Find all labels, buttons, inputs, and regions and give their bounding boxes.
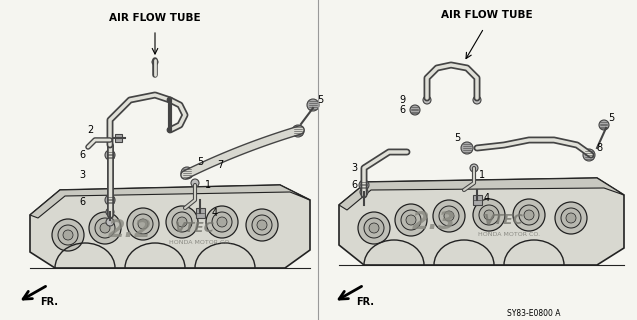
Circle shape [360, 188, 368, 196]
Text: 6: 6 [79, 150, 85, 160]
Circle shape [561, 208, 581, 228]
Text: 9: 9 [399, 95, 405, 105]
Circle shape [358, 212, 390, 244]
Circle shape [484, 210, 494, 220]
Text: 5: 5 [197, 157, 203, 167]
Circle shape [444, 211, 454, 221]
Text: FR.: FR. [356, 297, 374, 307]
Circle shape [423, 96, 431, 104]
Circle shape [519, 205, 539, 225]
Text: 6: 6 [79, 197, 85, 207]
Circle shape [106, 208, 114, 216]
Bar [473, 195, 482, 205]
Circle shape [166, 206, 198, 238]
Circle shape [307, 99, 319, 111]
Text: AIR FLOW TUBE: AIR FLOW TUBE [109, 13, 201, 23]
Circle shape [583, 149, 595, 161]
Text: 2.2: 2.2 [108, 218, 152, 242]
Circle shape [401, 210, 421, 230]
Polygon shape [339, 178, 624, 210]
Circle shape [513, 199, 545, 231]
Text: HONDA MOTOR CO.: HONDA MOTOR CO. [478, 231, 540, 236]
Circle shape [172, 212, 192, 232]
Circle shape [181, 167, 193, 179]
Circle shape [473, 199, 505, 231]
Text: SY83-E0800 A: SY83-E0800 A [507, 308, 561, 317]
Circle shape [133, 214, 153, 234]
Circle shape [369, 223, 379, 233]
Text: 4: 4 [484, 193, 490, 203]
Text: HONDA MOTOR CO.: HONDA MOTOR CO. [169, 239, 231, 244]
Circle shape [433, 200, 465, 232]
Circle shape [470, 164, 478, 172]
Circle shape [461, 142, 473, 154]
Circle shape [138, 219, 148, 229]
Circle shape [89, 212, 121, 244]
Circle shape [406, 215, 416, 225]
Text: 5: 5 [608, 113, 614, 123]
Circle shape [292, 125, 304, 137]
Circle shape [364, 218, 384, 238]
Circle shape [63, 230, 73, 240]
Text: 2: 2 [87, 125, 93, 135]
Text: AIR FLOW TUBE: AIR FLOW TUBE [441, 10, 533, 20]
Circle shape [555, 202, 587, 234]
Circle shape [105, 195, 115, 205]
Text: 1: 1 [205, 180, 211, 190]
Circle shape [395, 204, 427, 236]
Circle shape [177, 217, 187, 227]
Circle shape [217, 217, 227, 227]
Circle shape [152, 59, 158, 65]
Circle shape [127, 208, 159, 240]
Circle shape [246, 209, 278, 241]
Text: 6: 6 [399, 105, 405, 115]
Text: 3: 3 [351, 163, 357, 173]
Text: 4: 4 [212, 208, 218, 218]
Circle shape [599, 120, 609, 130]
Circle shape [566, 213, 576, 223]
Circle shape [191, 179, 199, 187]
Circle shape [106, 218, 114, 226]
Circle shape [100, 223, 110, 233]
Bar [115, 134, 122, 142]
Text: 2.3: 2.3 [412, 210, 456, 234]
Circle shape [58, 225, 78, 245]
Circle shape [252, 215, 272, 235]
Circle shape [410, 105, 420, 115]
Text: 5: 5 [454, 133, 460, 143]
Text: 8: 8 [596, 143, 602, 153]
Circle shape [206, 206, 238, 238]
Circle shape [439, 206, 459, 226]
Text: VTEC: VTEC [484, 213, 524, 227]
Bar [196, 208, 205, 218]
Polygon shape [339, 178, 624, 265]
Text: 6: 6 [351, 180, 357, 190]
Circle shape [524, 210, 534, 220]
Text: 5: 5 [317, 95, 323, 105]
Circle shape [105, 150, 115, 160]
Circle shape [52, 219, 84, 251]
Circle shape [479, 205, 499, 225]
Circle shape [473, 96, 481, 104]
Polygon shape [30, 185, 310, 218]
Text: 3: 3 [79, 170, 85, 180]
Circle shape [95, 218, 115, 238]
Circle shape [257, 220, 267, 230]
Circle shape [212, 212, 232, 232]
Text: 7: 7 [217, 160, 223, 170]
Text: 1: 1 [479, 170, 485, 180]
Polygon shape [30, 185, 310, 268]
Text: VTEC: VTEC [175, 221, 215, 235]
Text: FR.: FR. [40, 297, 58, 307]
Circle shape [359, 180, 369, 190]
